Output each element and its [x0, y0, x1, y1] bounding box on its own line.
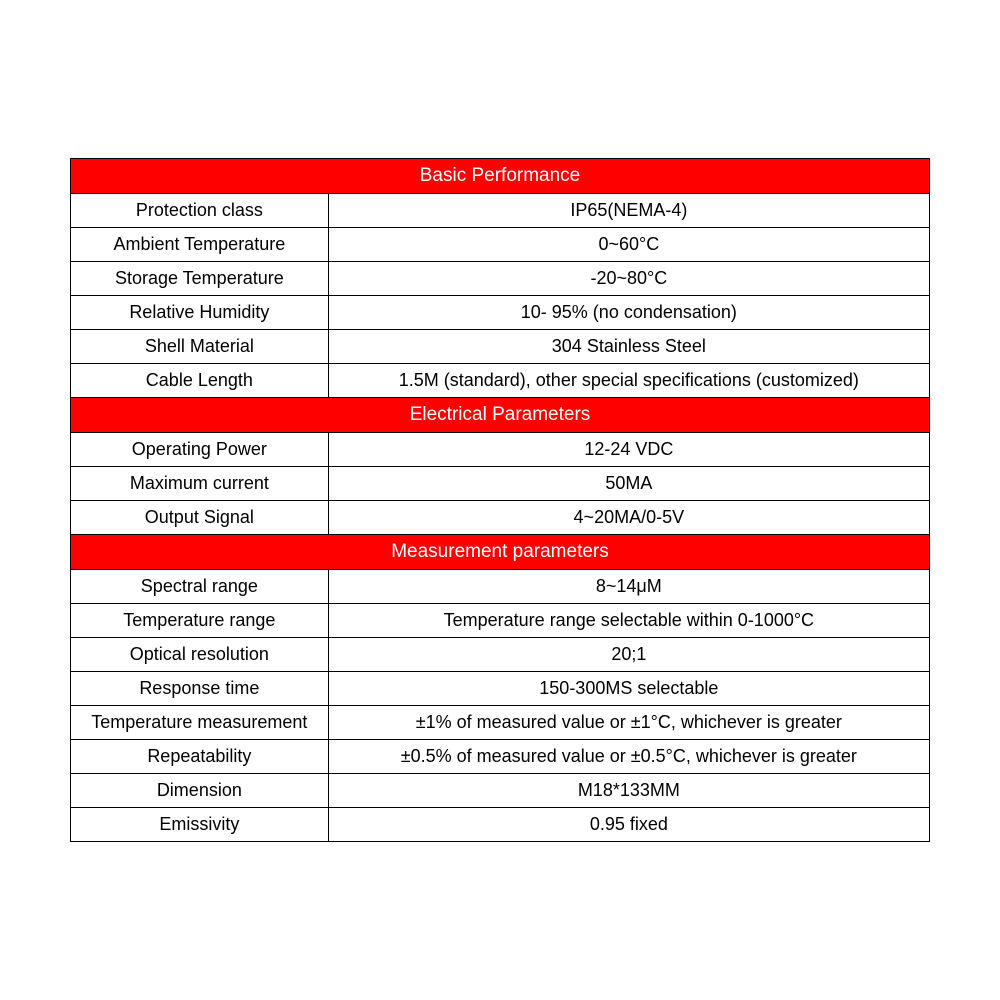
section-header-row: Measurement parameters	[71, 535, 930, 570]
table-row: Temperature measurement ±1% of measured …	[71, 706, 930, 740]
spec-value: 10- 95% (no condensation)	[328, 296, 929, 330]
table-row: Spectral range 8~14μM	[71, 570, 930, 604]
spec-label: Dimension	[71, 774, 329, 808]
spec-value: M18*133MM	[328, 774, 929, 808]
spec-label: Maximum current	[71, 467, 329, 501]
spec-label: Emissivity	[71, 808, 329, 842]
section-header: Measurement parameters	[71, 535, 930, 570]
table-row: Ambient Temperature 0~60°C	[71, 228, 930, 262]
spec-value: Temperature range selectable within 0-10…	[328, 604, 929, 638]
table-row: Optical resolution 20;1	[71, 638, 930, 672]
spec-label: Shell Material	[71, 330, 329, 364]
section-header-row: Electrical Parameters	[71, 398, 930, 433]
section-header: Electrical Parameters	[71, 398, 930, 433]
table-row: Relative Humidity 10- 95% (no condensati…	[71, 296, 930, 330]
spec-value: -20~80°C	[328, 262, 929, 296]
spec-label: Temperature measurement	[71, 706, 329, 740]
table-row: Protection class IP65(NEMA-4)	[71, 194, 930, 228]
table-row: Emissivity 0.95 fixed	[71, 808, 930, 842]
table-row: Shell Material 304 Stainless Steel	[71, 330, 930, 364]
table-row: Response time 150-300MS selectable	[71, 672, 930, 706]
spec-label: Response time	[71, 672, 329, 706]
table-row: Maximum current 50MA	[71, 467, 930, 501]
spec-value: 50MA	[328, 467, 929, 501]
spec-label: Spectral range	[71, 570, 329, 604]
spec-value: 304 Stainless Steel	[328, 330, 929, 364]
spec-label: Relative Humidity	[71, 296, 329, 330]
spec-table: Basic Performance Protection class IP65(…	[70, 158, 930, 842]
spec-value: ±1% of measured value or ±1°C, whichever…	[328, 706, 929, 740]
spec-label: Output Signal	[71, 501, 329, 535]
spec-label: Storage Temperature	[71, 262, 329, 296]
table-row: Operating Power 12-24 VDC	[71, 433, 930, 467]
spec-value: 150-300MS selectable	[328, 672, 929, 706]
spec-label: Ambient Temperature	[71, 228, 329, 262]
spec-value: 20;1	[328, 638, 929, 672]
table-row: Output Signal 4~20MA/0-5V	[71, 501, 930, 535]
spec-label: Repeatability	[71, 740, 329, 774]
table-row: Temperature range Temperature range sele…	[71, 604, 930, 638]
spec-value: IP65(NEMA-4)	[328, 194, 929, 228]
spec-value: 8~14μM	[328, 570, 929, 604]
spec-value: 0.95 fixed	[328, 808, 929, 842]
spec-label: Optical resolution	[71, 638, 329, 672]
table-row: Dimension M18*133MM	[71, 774, 930, 808]
spec-label: Protection class	[71, 194, 329, 228]
section-header: Basic Performance	[71, 159, 930, 194]
spec-table-container: Basic Performance Protection class IP65(…	[70, 158, 930, 842]
spec-label: Temperature range	[71, 604, 329, 638]
spec-value: 12-24 VDC	[328, 433, 929, 467]
table-row: Cable Length 1.5M (standard), other spec…	[71, 364, 930, 398]
spec-value: 1.5M (standard), other special specifica…	[328, 364, 929, 398]
spec-value: 4~20MA/0-5V	[328, 501, 929, 535]
spec-value: 0~60°C	[328, 228, 929, 262]
spec-label: Cable Length	[71, 364, 329, 398]
spec-label: Operating Power	[71, 433, 329, 467]
table-row: Repeatability ±0.5% of measured value or…	[71, 740, 930, 774]
spec-value: ±0.5% of measured value or ±0.5°C, which…	[328, 740, 929, 774]
table-row: Storage Temperature -20~80°C	[71, 262, 930, 296]
spec-table-body: Basic Performance Protection class IP65(…	[71, 159, 930, 842]
section-header-row: Basic Performance	[71, 159, 930, 194]
